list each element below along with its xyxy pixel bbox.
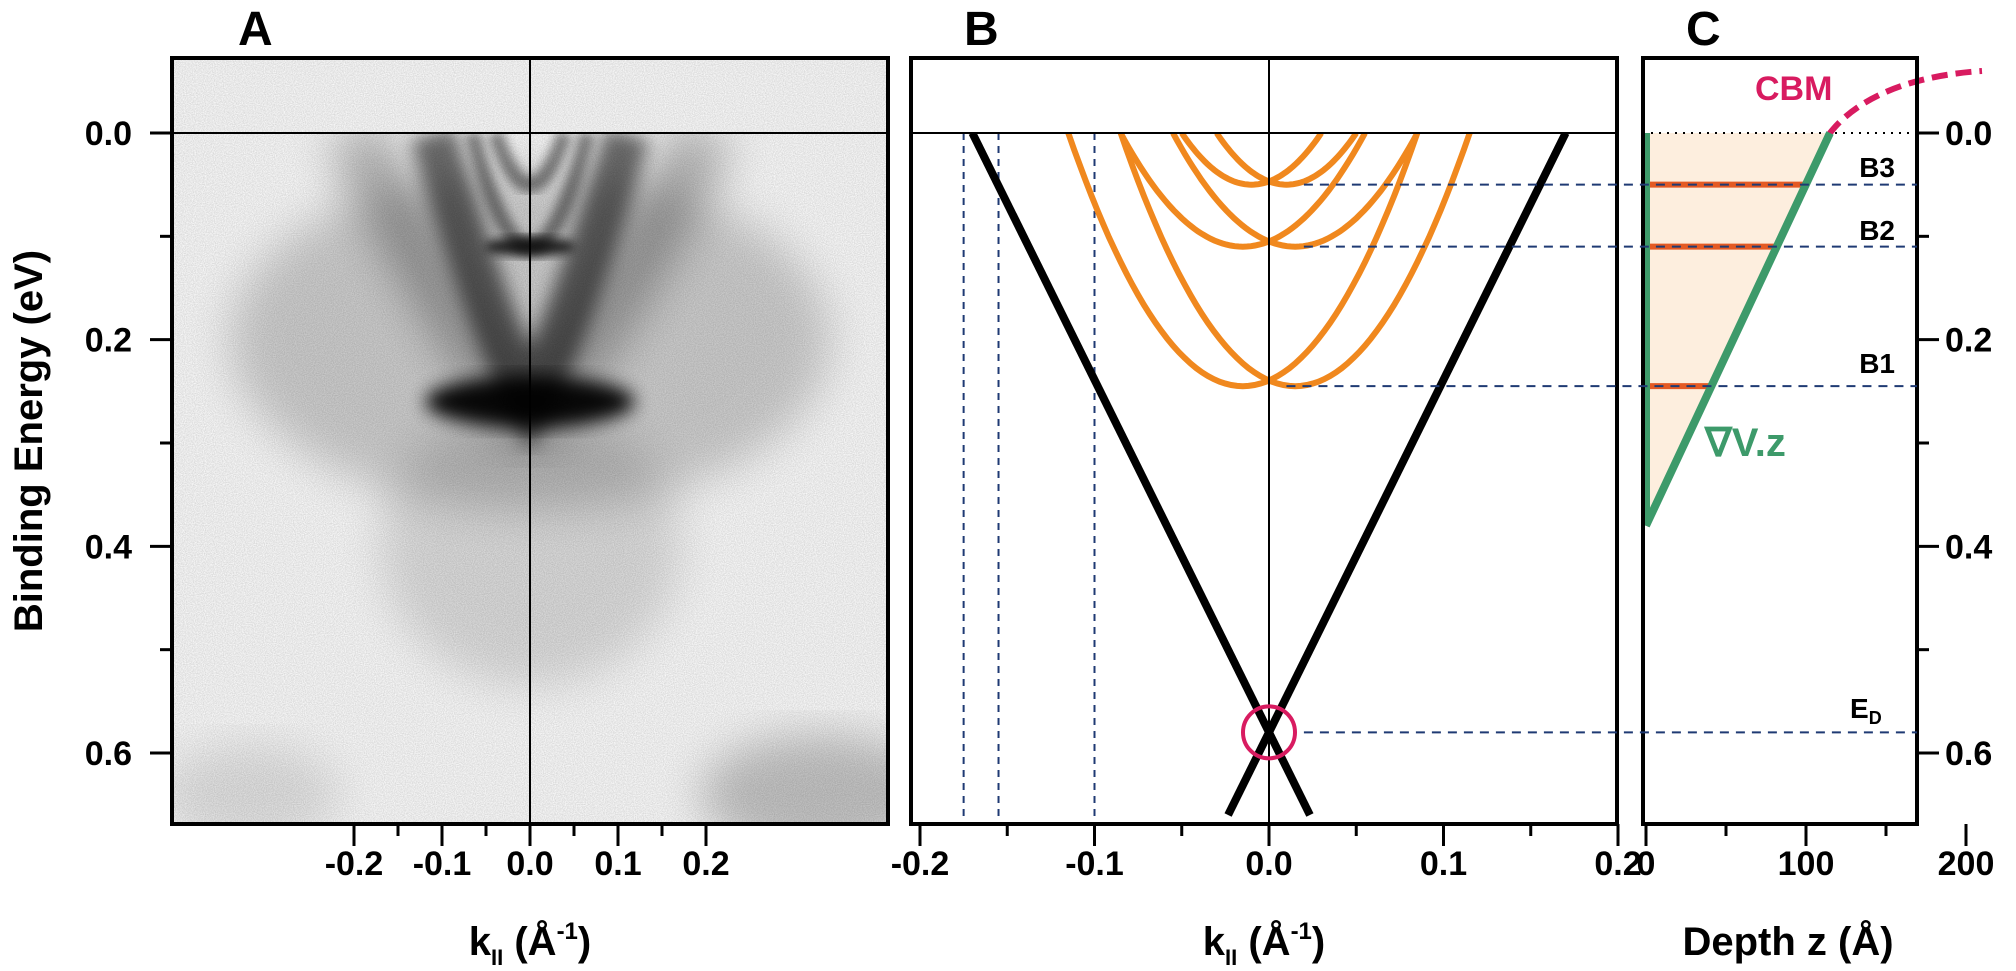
ed-label-main: E bbox=[1850, 693, 1869, 724]
x-tick-label: 0 bbox=[1637, 845, 1656, 883]
x-tick-label: -0.1 bbox=[1065, 845, 1124, 883]
x-tick-label: 0.2 bbox=[1594, 845, 1641, 883]
x-title-sup: -1 bbox=[1291, 918, 1312, 945]
y-axis-title: Binding Energy (eV) bbox=[7, 250, 51, 632]
panel-b-x-axis-title: kII (Å-1) bbox=[1203, 918, 1325, 970]
panel-b-axes: -0.2 -0.1 0.0 0.1 0.2 bbox=[891, 824, 1642, 883]
subband-parabola bbox=[1170, 131, 1420, 250]
above-ef-mask bbox=[911, 58, 1617, 133]
x-tick-label: -0.2 bbox=[325, 845, 384, 883]
panel-c-frame bbox=[1641, 56, 1919, 826]
y-tick-label: 0.6 bbox=[85, 735, 132, 773]
x-title-sup: -1 bbox=[557, 918, 578, 945]
x-tick-label: 0.2 bbox=[682, 845, 729, 883]
panel-c-letter: C bbox=[1686, 3, 1721, 56]
x-title-close: ) bbox=[1312, 920, 1325, 964]
potential-gradient-line bbox=[1642, 131, 1834, 528]
cbm-label: CBM bbox=[1755, 70, 1832, 108]
y-tick-label: 0.4 bbox=[1945, 528, 1992, 566]
x-tick-label: 100 bbox=[1778, 845, 1835, 883]
x-title-sub: II bbox=[491, 945, 503, 970]
x-title-k: k bbox=[469, 920, 492, 964]
band-label: B3 bbox=[1859, 152, 1895, 183]
x-title-sub: II bbox=[1225, 945, 1237, 970]
x-tick-label: 200 bbox=[1938, 845, 1995, 883]
y-tick-label: 0.2 bbox=[1945, 322, 1992, 360]
x-title-close: ) bbox=[578, 920, 591, 964]
x-tick-label: 0.0 bbox=[1245, 845, 1292, 883]
panel-c-x-axis-title: Depth z (Å) bbox=[1682, 919, 1893, 964]
y-tick-label: 0.0 bbox=[85, 115, 132, 153]
subband-parabola bbox=[1118, 131, 1368, 250]
x-tick-label: -0.1 bbox=[413, 845, 472, 883]
band-bending-plot: CBM ∇V.z B3 B2 B1 ED bbox=[1642, 68, 1983, 728]
band-label: B1 bbox=[1859, 348, 1895, 379]
panel-b-frame bbox=[909, 56, 1619, 826]
potential-label: ∇V.z bbox=[1703, 421, 1786, 465]
subband-parabola bbox=[1214, 131, 1359, 188]
subband-parabola bbox=[1179, 131, 1324, 188]
band-label: B2 bbox=[1859, 215, 1895, 246]
x-title-unit: (Å bbox=[1237, 919, 1290, 964]
arpes-intensity-map bbox=[172, 58, 888, 824]
x-tick-label: 0.1 bbox=[594, 845, 641, 883]
dirac-cone-branch bbox=[968, 131, 1314, 817]
y-tick-label: 0.4 bbox=[85, 528, 132, 566]
panel-a-letter: A bbox=[238, 3, 273, 56]
x-tick-label: -0.2 bbox=[891, 845, 950, 883]
dirac-point-marker bbox=[1241, 704, 1297, 761]
band-dispersion-plot bbox=[911, 58, 1617, 824]
panel-a-axes: -0.2 -0.1 0.0 0.1 0.2 0.0 0.2 0.4 0.6 bbox=[85, 58, 888, 883]
panel-a-x-axis-title: kII (Å-1) bbox=[469, 918, 591, 970]
panel-b-letter: B bbox=[964, 3, 999, 56]
x-tick-label: 0.1 bbox=[1420, 845, 1467, 883]
ed-label: ED bbox=[1850, 693, 1882, 728]
y-tick-label: 0.6 bbox=[1945, 735, 1992, 773]
y-tick-label: 0.2 bbox=[85, 322, 132, 360]
dirac-cone-branch bbox=[1224, 131, 1570, 817]
y-tick-label: 0.0 bbox=[1945, 115, 1992, 153]
panel-b: -0.2 -0.1 0.0 0.1 0.2 bbox=[891, 56, 1642, 883]
panel-a: -0.2 -0.1 0.0 0.1 0.2 0.0 0.2 0.4 0.6 bbox=[85, 56, 890, 883]
panel-c-axes: 0 100 200 0.0 0.2 0.4 0.6 bbox=[1637, 115, 1995, 883]
ed-label-sub: D bbox=[1869, 708, 1882, 728]
subband-parabola bbox=[1065, 132, 1421, 390]
x-title-unit: (Å bbox=[503, 919, 556, 964]
cbm-curve bbox=[1643, 68, 1983, 527]
panel-c: CBM ∇V.z B3 B2 B1 ED 0 100 200 0.0 0.2 0.4 0.6 bbox=[1637, 56, 1995, 883]
x-tick-label: 0.0 bbox=[506, 845, 553, 883]
x-title-k: k bbox=[1203, 920, 1226, 964]
